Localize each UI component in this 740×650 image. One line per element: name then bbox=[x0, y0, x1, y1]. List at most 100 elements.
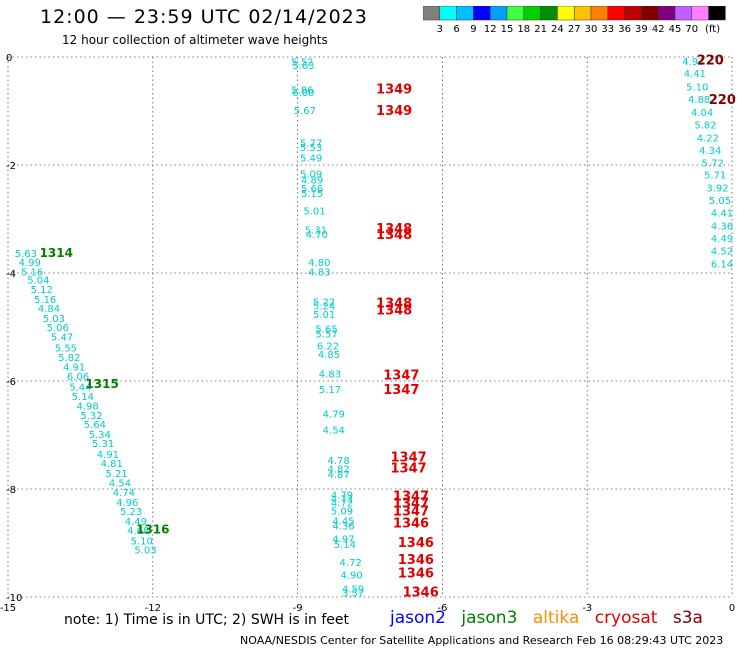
colorbar-label: 70 bbox=[685, 24, 698, 35]
wave-height-point: 5.21 bbox=[105, 469, 127, 480]
wave-height-point: 4.79 bbox=[331, 490, 353, 501]
wave-height-point: 5.64 bbox=[84, 420, 106, 431]
cryosat-pass-label: 1347 bbox=[393, 505, 429, 520]
note-text: note: 1) Time is in UTC; 2) SWH is in fe… bbox=[64, 612, 350, 628]
wave-height-point: 4.72 bbox=[340, 558, 362, 569]
cryosat-pass-label: 1348 bbox=[376, 297, 412, 312]
cryosat-pass-label: 1347 bbox=[393, 497, 429, 512]
wave-height-point: 5.22 bbox=[313, 298, 335, 309]
wave-height-point: 4.22 bbox=[697, 133, 719, 144]
chart-title: 12:00 — 23:59 UTC 02/14/2023 bbox=[40, 6, 368, 28]
wave-height-point: 4.97 bbox=[332, 535, 354, 546]
wave-height-point: 5.24 bbox=[313, 301, 335, 312]
satellite-legend: jason2 jason3 altika cryosat s3a bbox=[390, 608, 713, 628]
wave-height-point: 4.89 bbox=[301, 176, 323, 187]
wave-height-point: 5.65 bbox=[315, 325, 337, 336]
cryosat-pass-label: 1349 bbox=[376, 82, 412, 97]
wave-height-point: 4.45 bbox=[332, 516, 354, 527]
wave-height-point: 4.34 bbox=[699, 146, 721, 157]
wave-height-point: 4.84 bbox=[38, 304, 60, 315]
wave-height-point: 4.41 bbox=[684, 69, 706, 80]
wave-height-point: 5.77 bbox=[300, 138, 322, 149]
x-tick-label: -12 bbox=[145, 603, 161, 614]
wave-height-point: 6.06 bbox=[67, 372, 89, 383]
colorbar-swatch bbox=[708, 6, 726, 21]
jason3-pass-label: 1316 bbox=[136, 523, 169, 537]
wave-height-point: 5.04 bbox=[27, 275, 49, 286]
cryosat-pass-label: 1346 bbox=[398, 567, 434, 582]
colorbar-label: 9 bbox=[470, 24, 476, 35]
legend-jason3: jason3 bbox=[461, 608, 518, 628]
wave-height-point: 4.80 bbox=[308, 258, 330, 269]
colorbar-label: 21 bbox=[534, 24, 547, 35]
wave-height-point: 4.99 bbox=[19, 258, 41, 269]
wave-height-point: 5.09 bbox=[300, 170, 322, 181]
wave-height-point: 4.88 bbox=[688, 95, 710, 106]
cryosat-pass-label: 1348 bbox=[376, 222, 412, 237]
colorbar-label: 39 bbox=[635, 24, 648, 35]
wave-height-point: 4.83 bbox=[319, 369, 341, 380]
wave-height-point: 5.23 bbox=[120, 507, 142, 518]
wave-height-point: 6.14 bbox=[711, 259, 733, 270]
wave-height-point: 4.72 bbox=[331, 499, 353, 510]
wave-height-point: 4.36 bbox=[711, 221, 733, 232]
wave-height-point: 4.52 bbox=[711, 246, 733, 257]
wave-height-point: 4.82 bbox=[327, 464, 349, 475]
wave-height-point: 5.14 bbox=[334, 540, 356, 551]
colorbar-label: 3 bbox=[437, 24, 443, 35]
colorbar-label: (ft) bbox=[705, 24, 720, 35]
chart-subtitle: 12 hour collection of altimeter wave hei… bbox=[62, 33, 328, 47]
wave-height-point: 4.59 bbox=[342, 584, 364, 595]
wave-height-point: 5.71 bbox=[704, 171, 726, 182]
wave-height-point: 4.04 bbox=[691, 108, 713, 119]
legend-cryosat: cryosat bbox=[594, 608, 658, 628]
cryosat-pass-label: 1349 bbox=[376, 104, 412, 119]
wave-height-point: 6.00 bbox=[292, 88, 314, 99]
wave-height-point: 5.31 bbox=[92, 439, 114, 450]
x-tick-label: -3 bbox=[582, 603, 592, 614]
cryosat-pass-label: 1347 bbox=[393, 489, 429, 504]
wave-height-point: 4.36 bbox=[332, 522, 354, 533]
cryosat-pass-label: 1346 bbox=[398, 553, 434, 568]
cryosat-pass-label: 1346 bbox=[403, 586, 439, 601]
wave-height-point: 4.96 bbox=[116, 498, 138, 509]
colorbar-label: 42 bbox=[652, 24, 665, 35]
wave-height-point: 4.70 bbox=[306, 230, 328, 241]
cryosat-pass-label: 1347 bbox=[391, 451, 427, 466]
wave-height-point: 4.87 bbox=[327, 470, 349, 481]
wave-height-point: 5.14 bbox=[72, 392, 94, 403]
wave-height-point: 5.44 bbox=[69, 382, 91, 393]
s3a-pass-label: 220 bbox=[697, 54, 724, 69]
wave-height-point: 5.82 bbox=[694, 121, 716, 132]
wave-height-point: 4.90 bbox=[341, 570, 363, 581]
wave-height-point: 5.03 bbox=[134, 545, 156, 556]
wave-height-point: 4.91 bbox=[63, 362, 85, 373]
wave-height-point: 5.09 bbox=[331, 507, 353, 518]
wave-height-point: 5.06 bbox=[47, 323, 69, 334]
wave-height-point: 4.83 bbox=[308, 267, 330, 278]
wave-height-point: 4.93 bbox=[682, 57, 704, 68]
cryosat-pass-label: 1348 bbox=[376, 228, 412, 243]
wave-height-point: 4.81 bbox=[101, 459, 123, 470]
wave-height-point: 5.10 bbox=[686, 83, 708, 94]
wave-height-point: 5.86 bbox=[291, 85, 313, 96]
y-tick-label: 0 bbox=[6, 53, 12, 64]
wave-height-point: 5.17 bbox=[319, 385, 341, 396]
wave-height-point: 4.91 bbox=[97, 450, 119, 461]
wave-height-point: 5.63 bbox=[15, 249, 37, 260]
wave-height-point: 5.63 bbox=[292, 61, 314, 72]
wave-height-point: 5.05 bbox=[709, 196, 731, 207]
legend-altika: altika bbox=[532, 608, 580, 628]
colorbar-label: 33 bbox=[601, 24, 614, 35]
wave-height-point: 5.03 bbox=[43, 314, 65, 325]
cryosat-pass-label: 1346 bbox=[398, 536, 434, 551]
wave-height-point: 5.72 bbox=[702, 158, 724, 169]
colorbar-label: 36 bbox=[618, 24, 631, 35]
wave-height-point: 4.79 bbox=[323, 409, 345, 420]
footer-credit: NOAA/NESDIS Center for Satellite Applica… bbox=[240, 634, 724, 647]
legend-s3a: s3a bbox=[672, 608, 703, 628]
colorbar-label: 6 bbox=[453, 24, 459, 35]
wave-height-point: 4.54 bbox=[109, 479, 131, 490]
colorbar-label: 12 bbox=[484, 24, 497, 35]
